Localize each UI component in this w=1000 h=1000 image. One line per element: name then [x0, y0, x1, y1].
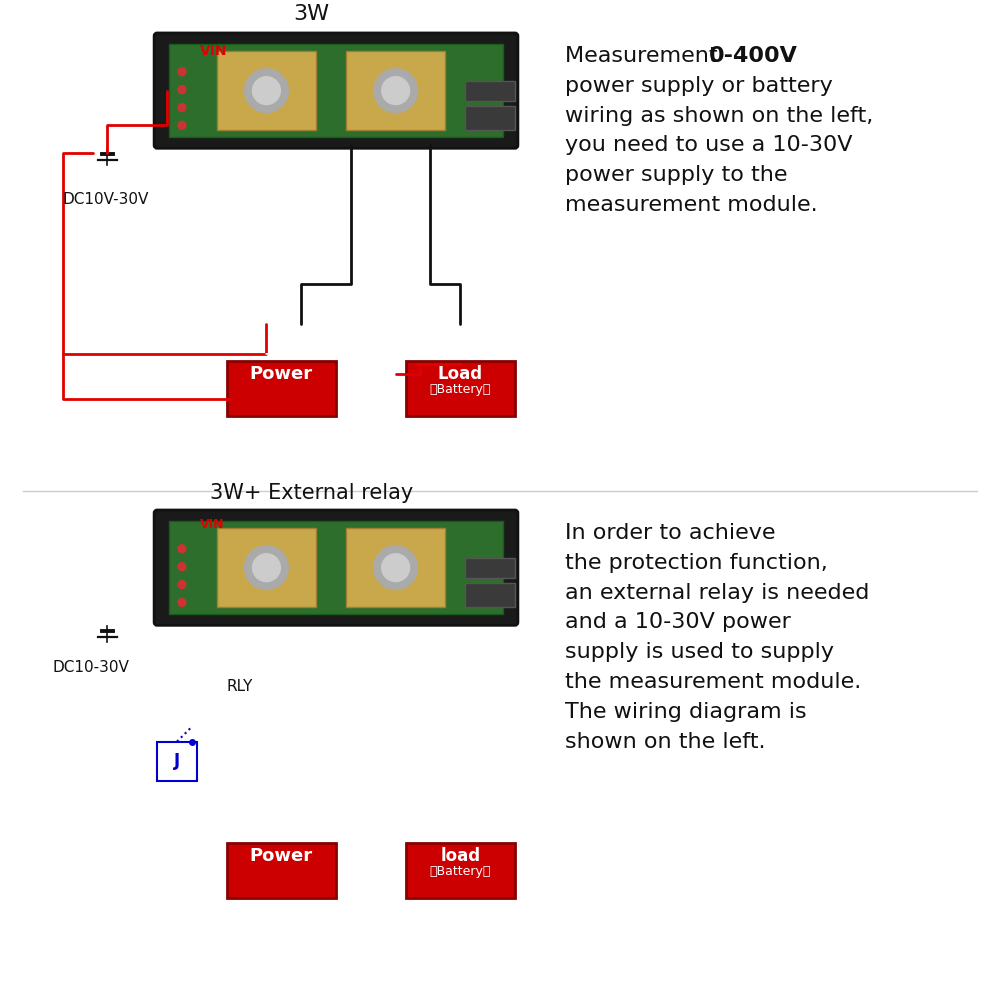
Text: -: -	[469, 829, 475, 843]
Circle shape	[178, 545, 186, 553]
Circle shape	[382, 77, 410, 105]
Circle shape	[374, 69, 418, 112]
Text: （Battery）: （Battery）	[430, 383, 491, 396]
Circle shape	[382, 554, 410, 582]
Text: Load: Load	[438, 365, 483, 383]
Text: VIN: VIN	[200, 518, 224, 531]
Text: supply is used to supply: supply is used to supply	[565, 642, 834, 662]
Text: Power: Power	[250, 365, 313, 383]
Text: J: J	[174, 752, 180, 770]
Circle shape	[178, 598, 186, 606]
Circle shape	[374, 546, 418, 590]
Bar	[217, 51, 316, 130]
Text: shown on the left.: shown on the left.	[565, 732, 765, 752]
Text: an external relay is needed: an external relay is needed	[565, 583, 869, 603]
Text: 3W+ External relay: 3W+ External relay	[210, 483, 413, 503]
Circle shape	[245, 546, 288, 590]
Circle shape	[178, 86, 186, 94]
Bar	[406, 843, 515, 898]
Bar	[217, 528, 316, 607]
Text: The wiring diagram is: The wiring diagram is	[565, 702, 806, 722]
Text: -: -	[290, 347, 296, 361]
Text: 3W: 3W	[293, 4, 329, 24]
Circle shape	[178, 581, 186, 589]
Text: load: load	[440, 847, 480, 865]
Text: you need to use a 10-30V: you need to use a 10-30V	[565, 135, 852, 155]
Text: -: -	[469, 347, 475, 361]
Bar	[465, 583, 515, 607]
Text: DC10-30V: DC10-30V	[53, 660, 130, 675]
Text: +: +	[264, 829, 275, 843]
Text: measurement module.: measurement module.	[565, 195, 817, 215]
Bar	[227, 843, 336, 898]
Bar	[227, 361, 336, 416]
Circle shape	[178, 563, 186, 571]
Text: VIN: VIN	[200, 44, 227, 58]
Circle shape	[253, 554, 280, 582]
Text: Power: Power	[250, 847, 313, 865]
Circle shape	[245, 69, 288, 112]
Text: and a 10-30V power: and a 10-30V power	[565, 612, 790, 632]
Bar	[169, 521, 503, 614]
Circle shape	[178, 104, 186, 111]
Bar	[465, 106, 515, 130]
Text: power supply or battery: power supply or battery	[565, 76, 832, 96]
Text: wiring as shown on the left,: wiring as shown on the left,	[565, 106, 873, 126]
Text: DC10V-30V: DC10V-30V	[63, 192, 149, 207]
Text: 0-400V: 0-400V	[709, 46, 798, 66]
FancyBboxPatch shape	[154, 510, 518, 625]
Text: the measurement module.: the measurement module.	[565, 672, 861, 692]
FancyBboxPatch shape	[154, 33, 518, 148]
Text: RLY: RLY	[227, 679, 253, 694]
Text: +: +	[443, 829, 454, 843]
Text: In order to achieve: In order to achieve	[565, 523, 775, 543]
Bar	[465, 81, 515, 101]
Text: +: +	[264, 347, 275, 361]
Bar	[465, 558, 515, 578]
Circle shape	[253, 77, 280, 105]
Text: +: +	[443, 347, 454, 361]
Bar	[346, 51, 445, 130]
Text: the protection function,: the protection function,	[565, 553, 827, 573]
Text: -: -	[290, 829, 296, 843]
Text: Measurement: Measurement	[565, 46, 731, 66]
Text: （Battery）: （Battery）	[430, 865, 491, 878]
Bar	[157, 742, 197, 781]
Bar	[346, 528, 445, 607]
Bar	[169, 44, 503, 137]
Bar	[406, 361, 515, 416]
Text: power supply to the: power supply to the	[565, 165, 787, 185]
Circle shape	[178, 121, 186, 129]
Circle shape	[178, 68, 186, 76]
